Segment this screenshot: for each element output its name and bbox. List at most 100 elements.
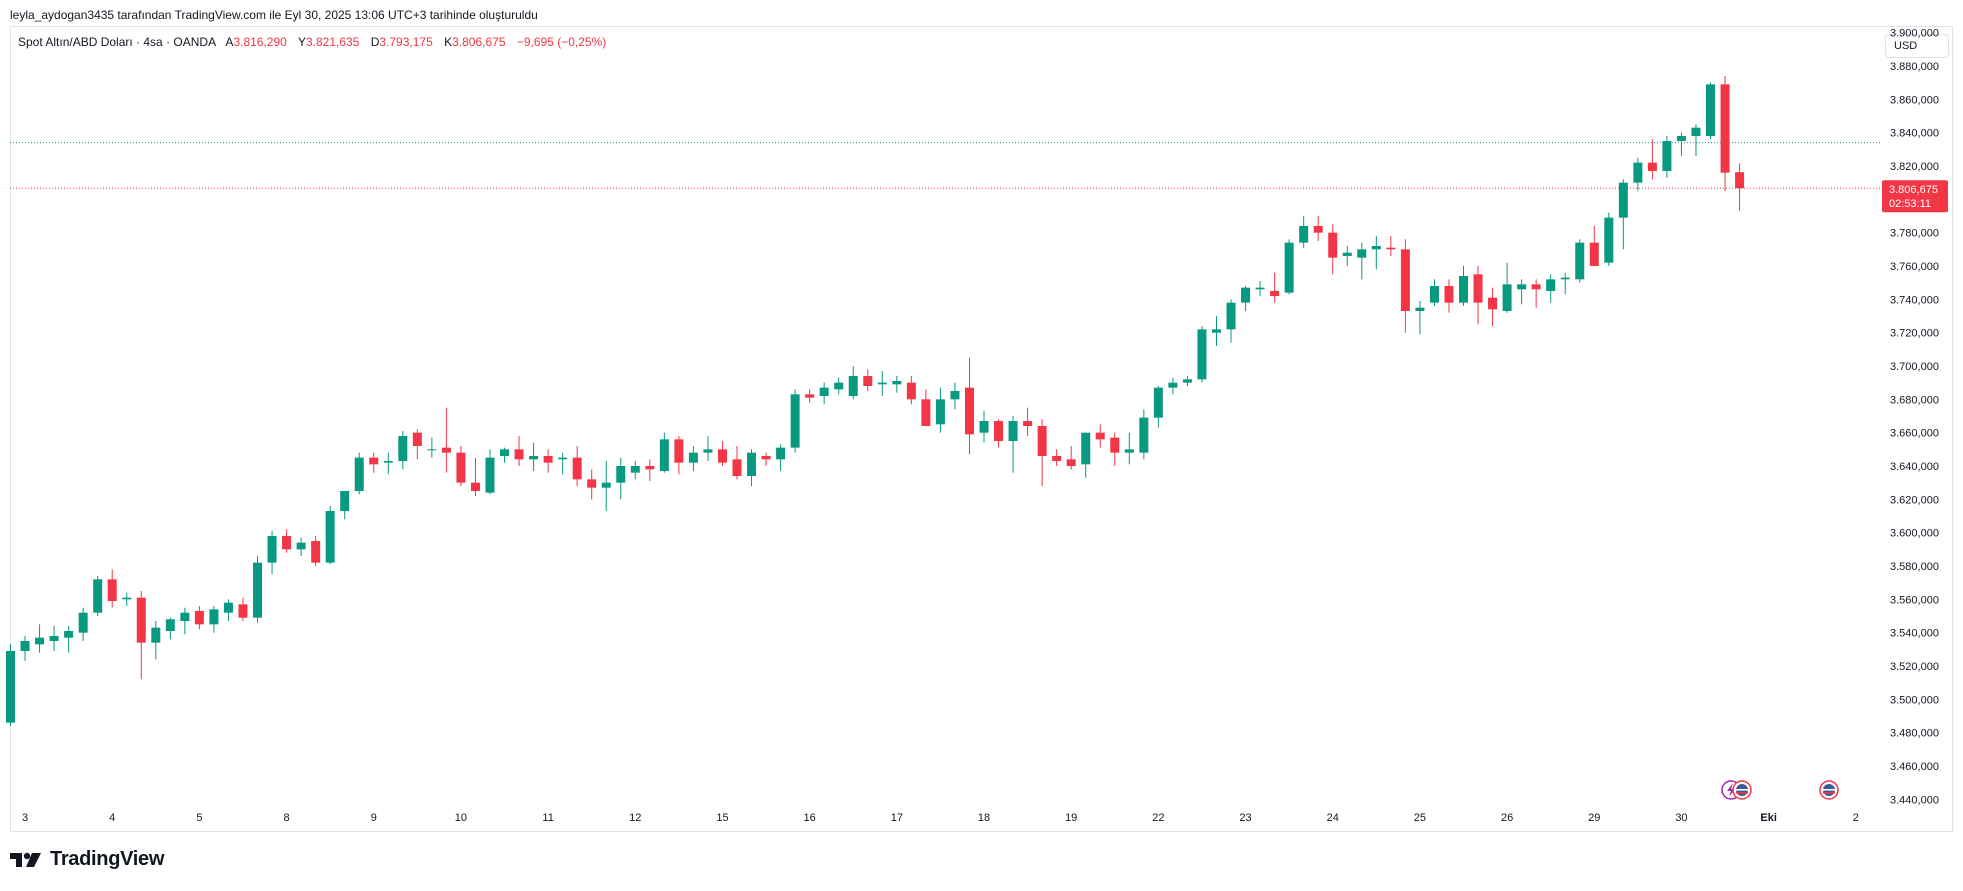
candle	[1502, 262, 1512, 313]
candle	[1691, 124, 1701, 156]
candle	[747, 449, 757, 486]
candle-body	[209, 609, 219, 625]
candle	[950, 382, 960, 410]
candle-body	[601, 482, 611, 488]
candle-body	[194, 611, 204, 625]
candle	[717, 441, 727, 466]
candle	[1023, 407, 1033, 436]
candle	[296, 537, 306, 556]
candle	[107, 569, 117, 608]
candle	[587, 469, 597, 500]
candle-body	[398, 436, 408, 461]
candle	[659, 432, 669, 473]
price-axis-label: 3.620,000	[1890, 494, 1939, 506]
candle-body	[1633, 162, 1643, 183]
price-axis-label: 3.580,000	[1890, 561, 1939, 573]
candle	[834, 377, 844, 395]
candle	[790, 389, 800, 453]
price-axis[interactable]: 3.440,000 3.460,000 3.480,000 3.500,000 3.52…	[1890, 28, 1939, 807]
candle	[238, 597, 248, 621]
candle-body	[311, 541, 321, 563]
candle-body	[122, 597, 132, 600]
candle-body	[369, 457, 379, 465]
currency-button[interactable]: USD	[1885, 34, 1949, 58]
candle-body	[1197, 329, 1207, 380]
candle-body	[863, 376, 873, 386]
candle	[732, 446, 742, 480]
time-axis-label: 3	[22, 812, 28, 824]
candle-body	[1299, 226, 1309, 243]
attribution-text: leyla_aydogan3435 tarafından TradingView…	[10, 8, 538, 22]
time-axis[interactable]: 3 4 5 8 9 10 11 12 15 16 17 18 19 22 23 24 25 26 29 30 Eki 2	[22, 812, 1859, 824]
badge-background	[1882, 180, 1948, 213]
candle-body	[1168, 382, 1178, 388]
candle	[1386, 236, 1396, 256]
candle-body	[354, 457, 364, 491]
price-axis-label: 3.640,000	[1890, 461, 1939, 473]
open-value: 3.816,290	[233, 35, 287, 49]
candle	[369, 452, 379, 473]
time-axis-label: 23	[1239, 812, 1251, 824]
candle-body	[325, 511, 335, 563]
candle	[1706, 82, 1716, 140]
candle-body	[529, 456, 539, 460]
candle	[616, 457, 626, 500]
candle-body	[1357, 249, 1367, 258]
candle-body	[1241, 287, 1251, 303]
time-axis-label: 5	[196, 812, 202, 824]
time-axis-label: 18	[978, 812, 990, 824]
candle	[1633, 157, 1643, 191]
time-axis-label: 17	[891, 812, 903, 824]
candle-body	[674, 439, 684, 463]
candle	[761, 452, 771, 466]
chart-frame	[10, 26, 1953, 832]
candle	[1066, 446, 1076, 470]
candle-body	[1066, 459, 1076, 466]
candle-body	[950, 391, 960, 400]
time-axis-label: 9	[371, 812, 377, 824]
badge-price: 3.806,675	[1889, 184, 1938, 196]
candle	[877, 371, 887, 396]
candle	[572, 446, 582, 486]
candle	[1459, 266, 1468, 306]
price-axis-label: 3.880,000	[1890, 61, 1939, 73]
candle-body	[49, 636, 59, 641]
us-flag-icon[interactable]	[1732, 780, 1752, 800]
candle	[1081, 432, 1091, 478]
candle	[1241, 286, 1251, 311]
candle-body	[572, 457, 582, 480]
candle	[1110, 432, 1120, 466]
badge-countdown: 02:53:11	[1889, 198, 1931, 210]
tradingview-logo[interactable]: TradingView	[10, 848, 164, 871]
candle	[703, 436, 713, 461]
candle-body	[1415, 307, 1425, 311]
candle-body	[1328, 232, 1338, 258]
candle	[311, 536, 321, 566]
candle	[194, 606, 204, 630]
candle	[427, 437, 437, 458]
us-flag-icon[interactable]	[1819, 780, 1839, 800]
candle-body	[906, 382, 916, 400]
candle	[1575, 239, 1585, 283]
economic-events[interactable]	[1721, 780, 1839, 800]
candle	[1546, 274, 1556, 303]
candle-body	[935, 399, 945, 425]
price-axis-label: 3.780,000	[1890, 228, 1939, 240]
candle	[223, 599, 233, 621]
candle	[1328, 224, 1338, 275]
open-label: A	[225, 35, 234, 49]
candle	[1037, 419, 1047, 486]
candle	[1182, 376, 1192, 386]
candle-body	[1618, 182, 1628, 218]
candle	[267, 531, 277, 575]
candle	[1429, 279, 1439, 306]
candle	[1676, 132, 1686, 156]
candle-body	[543, 456, 553, 463]
price-axis-label: 3.520,000	[1890, 661, 1939, 673]
candle	[630, 461, 640, 480]
candle-body	[558, 457, 568, 460]
candle-body	[20, 641, 30, 651]
candle	[253, 556, 263, 623]
symbol-title[interactable]: Spot Altın/ABD Doları · 4sa · OANDA	[18, 35, 217, 49]
